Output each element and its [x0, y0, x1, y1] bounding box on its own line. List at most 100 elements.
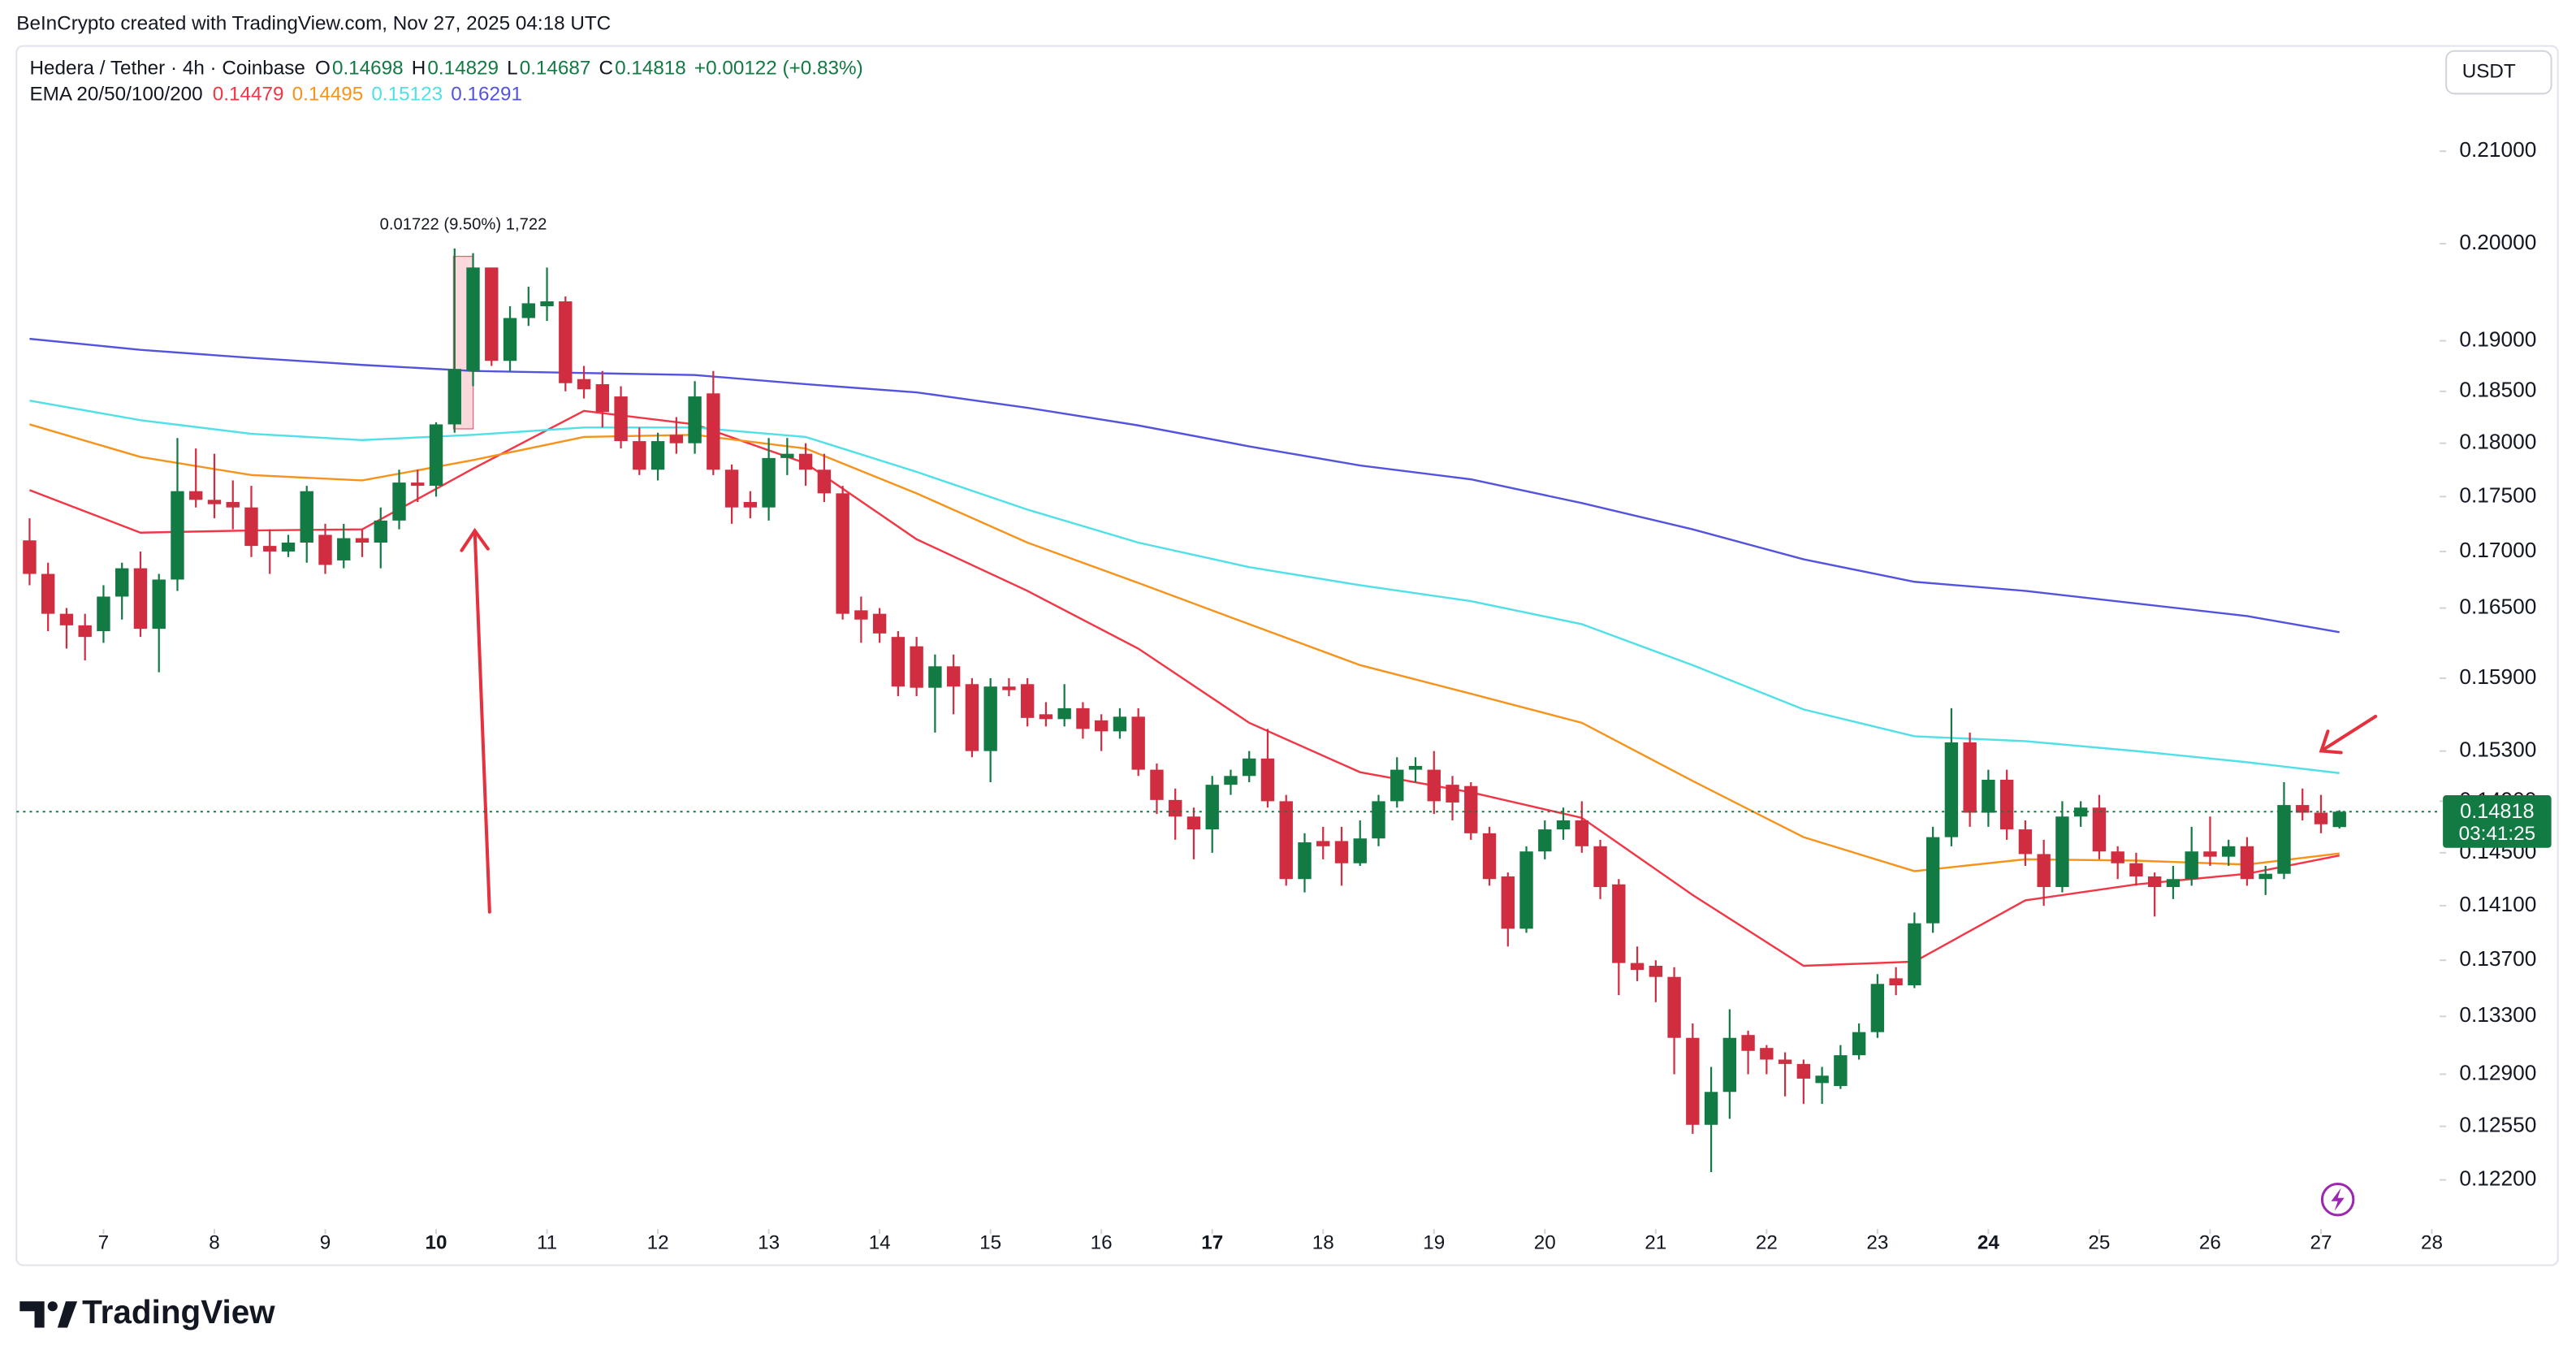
- candle-body: [1260, 758, 1275, 802]
- candle-body: [798, 453, 813, 470]
- candle-body: [1113, 716, 1127, 732]
- x-tick-label: 17: [1201, 1232, 1223, 1254]
- x-tick-label: 18: [1312, 1232, 1334, 1254]
- x-tick-label: 16: [1091, 1232, 1113, 1254]
- candle-body: [1963, 742, 1977, 813]
- candle-body: [1778, 1059, 1792, 1064]
- y-tick-label: 0.17000: [2459, 538, 2536, 562]
- candle-body: [946, 666, 961, 687]
- currency-box[interactable]: [2445, 50, 2552, 95]
- candle-body: [97, 596, 110, 631]
- candle-body: [1722, 1037, 1737, 1093]
- candle-body: [226, 502, 240, 508]
- candle-body: [1501, 876, 1515, 929]
- candle-body: [115, 568, 129, 597]
- y-tick-label: 0.18500: [2459, 378, 2536, 402]
- candle-body: [1039, 714, 1053, 720]
- candle-body: [1094, 720, 1109, 732]
- y-tick-label: 0.19000: [2459, 327, 2536, 352]
- change: +0.00122 (+0.83%): [694, 57, 863, 79]
- candle-body: [1224, 776, 1238, 785]
- ema-line: [29, 399, 2340, 774]
- ema-line: [29, 337, 2340, 634]
- candle-body: [1796, 1063, 1811, 1079]
- countdown: 03:41:25: [2459, 823, 2535, 845]
- candle-body: [1446, 785, 1459, 803]
- candle-body: [2092, 807, 2107, 852]
- candle-body: [1760, 1048, 1774, 1060]
- candle-body: [836, 493, 849, 614]
- indicator: EMA 20/50/100/200: [29, 84, 202, 106]
- credit: BeInCrypto created with TradingView.com,…: [16, 13, 611, 35]
- y-tick-label: 0.13300: [2459, 1002, 2536, 1027]
- candle-body: [1815, 1075, 1829, 1084]
- y-tick-label: 0.18000: [2459, 430, 2536, 454]
- candle-body: [559, 301, 573, 383]
- candle-body: [1353, 838, 1367, 863]
- candle-body: [2258, 873, 2272, 880]
- candle-body: [1002, 686, 1016, 690]
- candle-body: [1704, 1092, 1718, 1125]
- candle-body: [928, 666, 942, 688]
- x-tick-label: 27: [2310, 1232, 2332, 1254]
- candle-body: [1852, 1032, 1866, 1056]
- y-tick-label: 0.13700: [2459, 946, 2536, 971]
- candle-body: [503, 318, 517, 361]
- ema-value: 0.14495: [292, 84, 364, 106]
- ohlc-value: 0.14829: [427, 57, 499, 79]
- ohlc-letter: O: [315, 57, 331, 79]
- y-tick-label: 0.21000: [2459, 137, 2536, 162]
- candle-body: [2203, 851, 2217, 857]
- candle-body: [724, 469, 739, 508]
- ema-value: 0.16291: [451, 84, 522, 106]
- x-tick-label: 7: [98, 1232, 110, 1254]
- alert-icon[interactable]: [2320, 1182, 2355, 1217]
- arrow-head: [460, 527, 490, 552]
- candle-body: [1926, 837, 1940, 924]
- candle-body: [1334, 841, 1349, 863]
- candle-body: [521, 303, 535, 318]
- candle-body: [1612, 884, 1626, 963]
- candle-body: [891, 637, 905, 687]
- candle-body: [1686, 1037, 1700, 1125]
- candle-body: [1131, 716, 1145, 770]
- brand-logo: TradingView: [19, 1293, 275, 1331]
- y-tick-label: 0.15900: [2459, 664, 2536, 689]
- x-tick-label: 10: [426, 1232, 447, 1254]
- candle-body: [1999, 779, 2014, 830]
- x-tick-label: 12: [647, 1232, 669, 1254]
- plot-area: [23, 248, 2346, 1173]
- candle-body: [540, 301, 554, 307]
- candle-body: [1464, 785, 1478, 833]
- candle-body: [318, 534, 332, 565]
- candle-body: [281, 542, 296, 552]
- measure-label: 0.01722 (9.50%) 1,722: [380, 215, 547, 233]
- candle-body: [2222, 846, 2236, 857]
- candle-body: [633, 441, 646, 470]
- y-tick-label: 0.12550: [2459, 1113, 2536, 1137]
- candle-body: [374, 520, 387, 543]
- candle-body: [1482, 833, 1497, 880]
- candle-body: [1408, 765, 1423, 770]
- candle-body: [1186, 816, 1201, 830]
- ema-value: 0.15123: [371, 84, 443, 106]
- x-tick-label: 22: [1756, 1232, 1778, 1254]
- candle-body: [1150, 769, 1164, 800]
- candle-body: [983, 686, 997, 751]
- candle-body: [595, 383, 610, 413]
- icon-bolt: [2331, 1188, 2345, 1211]
- candle-body: [2240, 846, 2254, 880]
- candle-body: [429, 424, 443, 487]
- candle-body: [263, 546, 277, 552]
- candle-body: [1372, 801, 1385, 839]
- arrow: [2319, 714, 2378, 753]
- y-tick-label: 0.15300: [2459, 738, 2536, 762]
- candle-body: [2314, 812, 2328, 824]
- x-tick-label: 25: [2088, 1232, 2110, 1254]
- logo-mark: [47, 1301, 58, 1312]
- candle-body: [392, 482, 406, 521]
- logo-mark: [57, 1301, 78, 1328]
- candle-body: [1020, 684, 1035, 718]
- candle-body: [614, 396, 628, 442]
- candle-body: [1889, 978, 1903, 986]
